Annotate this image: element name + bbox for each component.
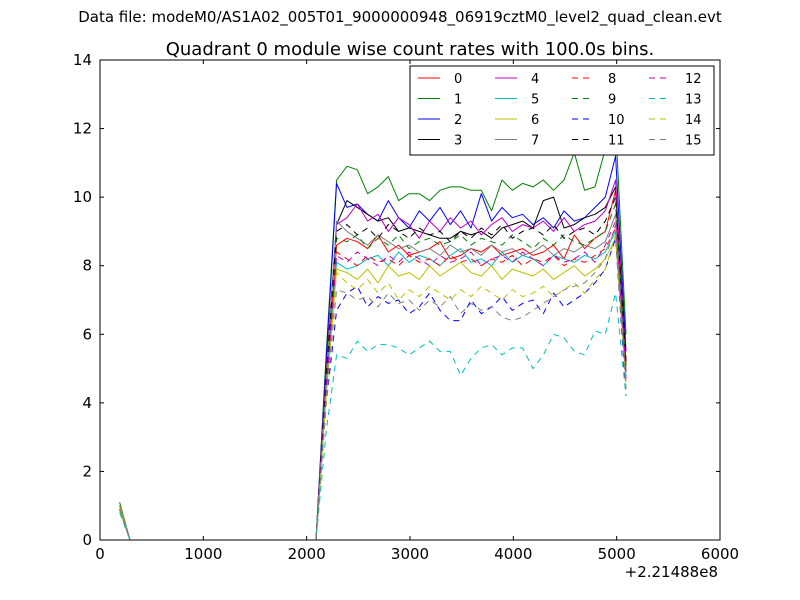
legend-box: [409, 65, 715, 156]
x-tick-label: 6000: [701, 545, 739, 563]
y-tick-label: 0: [82, 531, 92, 549]
legend-label-14: 14: [685, 113, 702, 128]
series-line-1: [119, 124, 627, 541]
series-line-11: [119, 196, 627, 541]
x-tick-label: 0: [95, 545, 105, 563]
legend-label-3: 3: [454, 134, 462, 149]
data-file-title: Data file: modeM0/AS1A02_005T01_90000009…: [78, 8, 722, 26]
legend-label-1: 1: [454, 93, 462, 108]
x-tick-label: 5000: [598, 545, 636, 563]
series-line-6: [119, 237, 627, 541]
legend-label-0: 0: [454, 72, 462, 87]
y-tick-label: 12: [73, 120, 92, 138]
series-line-9: [119, 203, 627, 541]
legend-label-15: 15: [685, 134, 702, 149]
series-line-8: [119, 227, 627, 541]
chart-title: Quadrant 0 module wise count rates with …: [166, 39, 655, 60]
series-line-10: [119, 237, 627, 541]
y-tick-label: 10: [73, 188, 92, 206]
series-line-15: [119, 224, 627, 541]
y-tick-label: 6: [82, 325, 92, 343]
series-line-5: [119, 230, 627, 541]
y-tick-label: 14: [73, 51, 92, 69]
legend-label-5: 5: [531, 93, 539, 108]
legend-label-10: 10: [608, 113, 625, 128]
legend-label-4: 4: [531, 72, 539, 87]
x-tick-label: 2000: [288, 545, 326, 563]
series-line-0: [119, 189, 627, 541]
legend-label-8: 8: [608, 72, 616, 87]
series-line-7: [119, 213, 627, 541]
legend-label-13: 13: [685, 93, 702, 108]
legend-label-2: 2: [454, 113, 462, 128]
legend-label-12: 12: [685, 72, 702, 87]
legend-label-11: 11: [608, 134, 625, 149]
x-tick-label: 3000: [391, 545, 429, 563]
legend-label-7: 7: [531, 134, 539, 149]
x-tick-label: 1000: [184, 545, 222, 563]
legend-label-9: 9: [608, 93, 616, 108]
series-line-4: [119, 179, 627, 541]
legend-label-6: 6: [531, 113, 539, 128]
y-tick-label: 2: [82, 462, 92, 480]
series-line-13: [119, 292, 627, 541]
y-tick-label: 8: [82, 257, 92, 275]
x-offset-label: +2.21488e8: [625, 563, 718, 581]
y-tick-label: 4: [82, 394, 92, 412]
plot-area: [119, 124, 627, 541]
x-tick-label: 4000: [494, 545, 532, 563]
series-line-12: [119, 220, 627, 541]
series-line-14: [119, 234, 627, 541]
